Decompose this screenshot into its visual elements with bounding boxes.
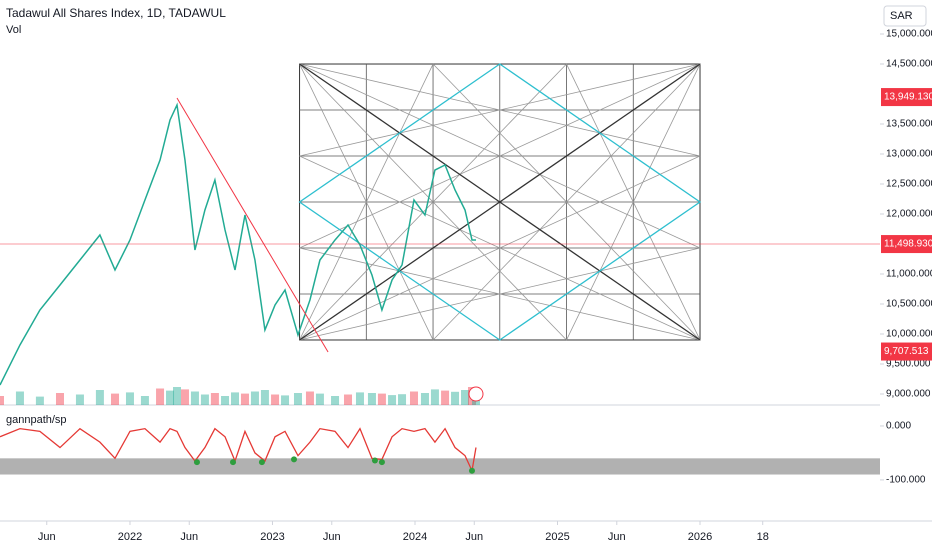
gann-fan: [432, 63, 701, 341]
volume-bar: [95, 390, 104, 405]
x-tick-label: Jun: [180, 531, 198, 543]
volume-bar: [55, 393, 64, 405]
volume-bar: [156, 388, 165, 405]
price-label: 13,949.130: [884, 92, 932, 103]
volume-bar: [111, 393, 120, 405]
volume-bar: [200, 394, 209, 405]
signal-dot: [230, 459, 237, 466]
signal-dot: [290, 456, 297, 463]
volume-bar: [180, 389, 189, 405]
gann-fan: [299, 63, 567, 341]
x-tick-label: 2026: [688, 531, 712, 543]
indicator-band: [0, 458, 880, 475]
gann-fan: [566, 63, 701, 341]
volume-bar: [260, 390, 269, 405]
price-line: [0, 102, 476, 386]
signal-dot: [371, 457, 378, 464]
volume-bar: [367, 393, 376, 405]
volume-bar: [281, 395, 290, 405]
chart-title: Tadawul All Shares Index, 1D, TADAWUL: [6, 6, 226, 20]
volume-bar: [250, 391, 259, 405]
price-label-box: [881, 235, 932, 254]
volume-bar: [430, 389, 439, 405]
volume-bar: [15, 391, 24, 405]
x-tick-label: Jun: [608, 531, 626, 543]
y-tick-label: 12,000.000: [886, 209, 932, 220]
x-tick-label: 2023: [260, 531, 284, 543]
price-label: 11,498.930: [884, 239, 932, 250]
gann-fan: [299, 155, 701, 341]
gann-fan: [299, 63, 434, 341]
volume-bar: [315, 393, 324, 405]
volume-bar: [190, 391, 199, 405]
price-label-box: [881, 342, 932, 361]
volume-bar: [355, 392, 364, 405]
y-tick-label: 13,500.000: [886, 119, 932, 130]
currency-box[interactable]: [883, 5, 927, 27]
volume-bar: [166, 390, 175, 405]
y-tick-label: 9,500.000: [886, 359, 931, 370]
volume-bar: [230, 392, 239, 405]
volume-bar: [240, 393, 249, 405]
volume-bar: [377, 393, 386, 405]
volume-bar: [305, 391, 314, 405]
y-tick-label: -100.000: [886, 475, 926, 486]
gann-fan: [299, 63, 701, 249]
x-tick-label: 2025: [545, 531, 569, 543]
y-tick-label: 13,000.000: [886, 149, 932, 160]
x-tick-label: 18: [757, 531, 769, 543]
volume-bar: [398, 394, 407, 405]
signal-dot: [378, 459, 385, 466]
event-icon[interactable]: [468, 386, 484, 402]
volume-bar: [388, 395, 397, 405]
volume-bar: [210, 393, 219, 405]
gann-diagonal: [299, 63, 701, 341]
indicator-line: [0, 427, 477, 473]
y-tick-label: 12,500.000: [886, 179, 932, 190]
volume-label: Vol: [6, 24, 21, 36]
price-label: 9,707.513: [884, 346, 929, 357]
y-tick-label: 10,000.000: [886, 329, 932, 340]
trend-line: [176, 97, 329, 353]
y-tick-label: 10,500.000: [886, 299, 932, 310]
gann-fan: [299, 247, 701, 341]
volume-bar: [172, 387, 181, 405]
volume-bar: [0, 396, 4, 405]
volume-bar: [75, 394, 84, 405]
volume-bar: [441, 390, 450, 405]
volume-bar: [140, 396, 149, 405]
volume-bar: [461, 390, 470, 405]
volume-bar: [409, 391, 418, 405]
x-tick-label: 2022: [118, 531, 142, 543]
currency: SAR: [890, 10, 913, 22]
volume-bar: [125, 392, 134, 405]
price-label-box: [881, 88, 932, 107]
volume-bar: [420, 393, 429, 405]
volume-bar: [271, 394, 280, 405]
y-tick-label: 0.000: [886, 421, 911, 432]
signal-dot: [468, 467, 475, 474]
volume-bar: [331, 396, 340, 405]
volume-bar: [451, 391, 460, 405]
x-tick-label: Jun: [465, 531, 483, 543]
gann-diamond: [298, 63, 702, 341]
y-tick-label: 11,000.000: [886, 269, 932, 280]
volume-bar: [35, 396, 44, 405]
volume-bar: [344, 394, 353, 405]
y-tick-label: 14,500.000: [886, 59, 932, 70]
signal-dot: [258, 459, 265, 466]
y-tick-label: 9,000.000: [886, 389, 931, 400]
volume-bar: [293, 393, 302, 405]
x-tick-label: Jun: [38, 531, 56, 543]
indicator-title: gannpath/sp: [6, 414, 67, 426]
signal-dot: [193, 459, 200, 466]
y-tick-label: 15,000.000: [886, 29, 932, 40]
volume-bar: [221, 396, 230, 405]
x-tick-label: 2024: [403, 531, 427, 543]
x-tick-label: Jun: [323, 531, 341, 543]
gann-fan: [299, 63, 701, 157]
